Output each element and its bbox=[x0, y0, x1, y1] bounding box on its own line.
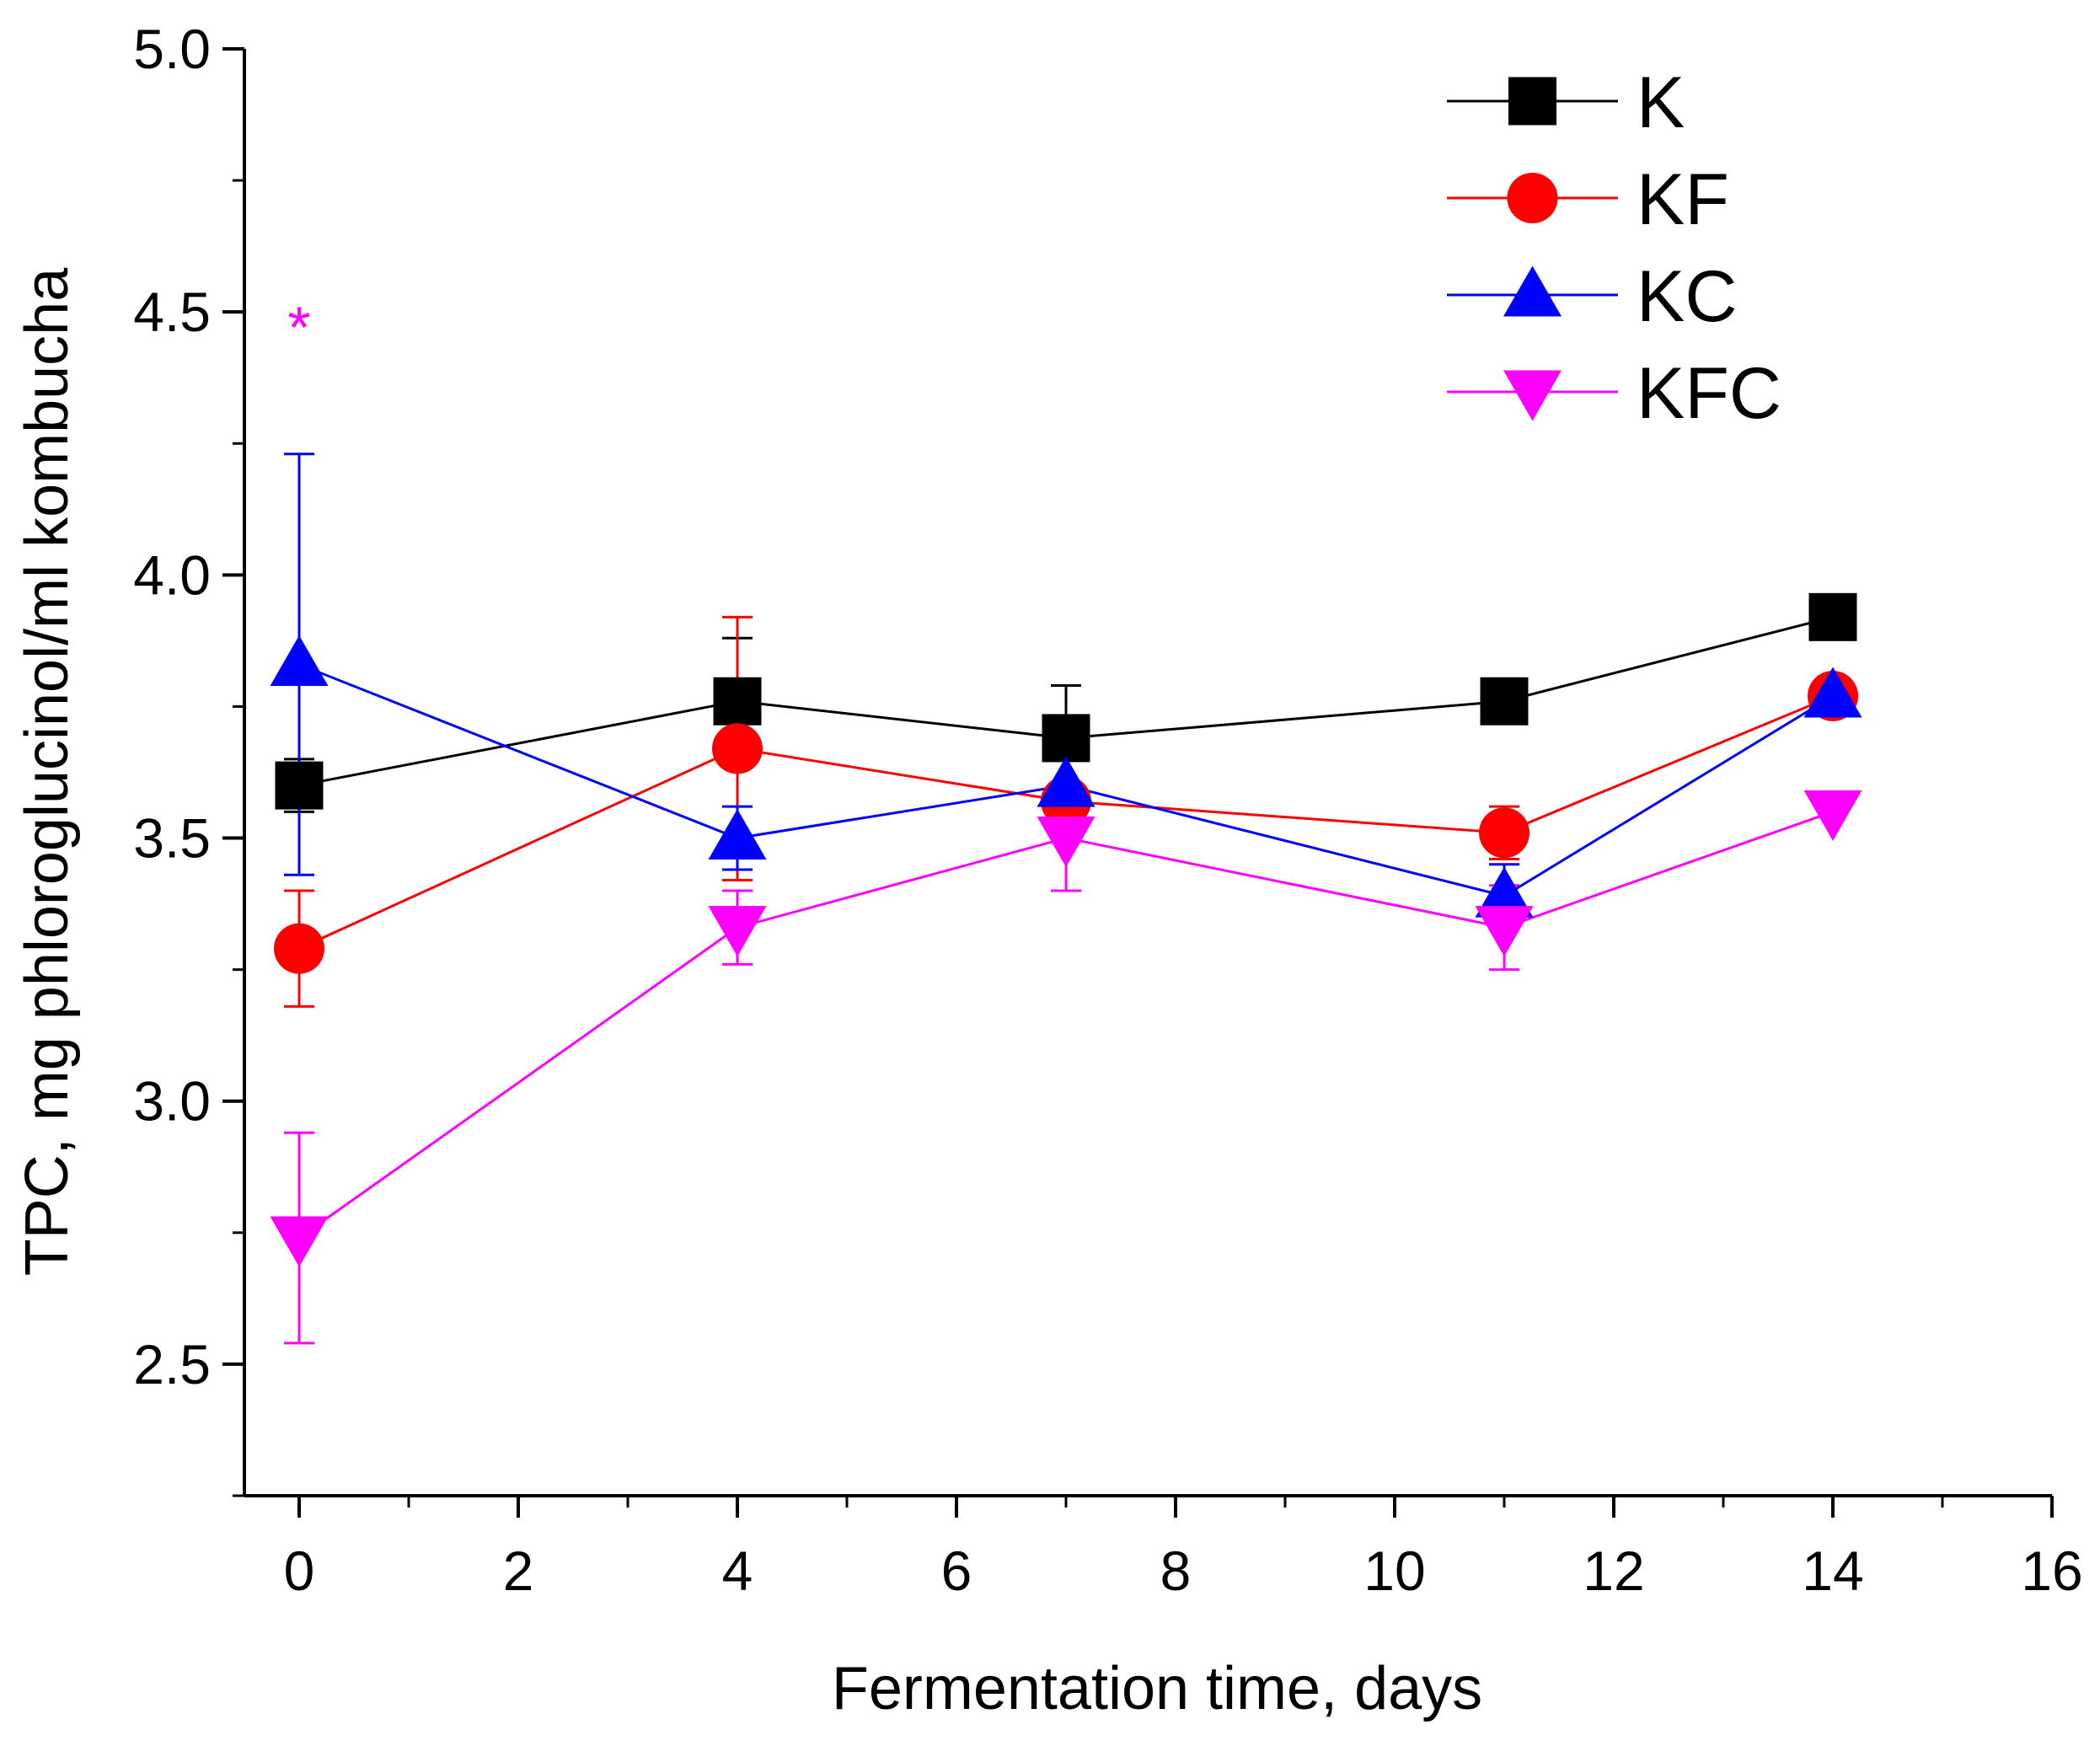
data-point-kc bbox=[708, 809, 767, 860]
data-point-k bbox=[1808, 592, 1857, 641]
data-point-kfc bbox=[708, 906, 767, 957]
annotations: * bbox=[287, 295, 310, 361]
data-point-k bbox=[1042, 714, 1090, 763]
legend-label-k: K bbox=[1637, 62, 1685, 143]
axes: 0 2 4 6 8 10 12 14 16 2.5 3.0 3.5 4.0 4.5 5.0 bbox=[133, 18, 2082, 1602]
legend-label-kf: KF bbox=[1637, 159, 1729, 240]
x-tick-label: 2 bbox=[503, 1540, 534, 1602]
data-point-k bbox=[713, 677, 762, 726]
legend-marker-k bbox=[1508, 77, 1556, 126]
y-tick-label: 4.0 bbox=[133, 544, 211, 606]
data-point-kf bbox=[712, 723, 763, 774]
x-tick-label: 6 bbox=[941, 1540, 972, 1602]
significance-asterisk: * bbox=[287, 295, 310, 361]
legend-marker-kfc bbox=[1503, 370, 1562, 421]
y-tick-label: 5.0 bbox=[133, 18, 211, 80]
data-point-k bbox=[1480, 677, 1529, 726]
y-tick-label: 2.5 bbox=[133, 1333, 211, 1395]
x-tick-label: 14 bbox=[1802, 1540, 1863, 1602]
data-point-kfc bbox=[270, 1216, 329, 1267]
data-point-kc bbox=[1037, 756, 1096, 807]
y-tick-label: 3.5 bbox=[133, 807, 211, 870]
x-tick-label: 12 bbox=[1583, 1540, 1644, 1602]
series-markers bbox=[270, 592, 1862, 1267]
data-point-kc bbox=[1475, 866, 1534, 918]
legend-label-kc: KC bbox=[1637, 256, 1737, 337]
legend-marker-kc bbox=[1503, 265, 1562, 317]
legend-marker-kf bbox=[1507, 173, 1558, 223]
y-tick-label: 4.5 bbox=[133, 281, 211, 343]
data-point-kf bbox=[1479, 807, 1529, 859]
legend: K KF KC KFC bbox=[1447, 62, 1781, 434]
x-axis-title: Fermentation time, days bbox=[832, 1655, 1482, 1722]
data-point-kfc bbox=[1803, 790, 1862, 841]
data-point-kc bbox=[270, 635, 329, 687]
error-bars bbox=[284, 453, 1848, 1345]
legend-label-kfc: KFC bbox=[1637, 353, 1781, 434]
data-point-kc bbox=[1803, 667, 1862, 718]
x-tick-label: 0 bbox=[284, 1540, 315, 1602]
x-tick-label: 16 bbox=[2021, 1540, 2082, 1602]
x-tick-label: 10 bbox=[1363, 1540, 1425, 1602]
y-axis-title: TPC, mg phloroglucinol/ml kombucha bbox=[13, 267, 81, 1276]
x-tick-label: 4 bbox=[722, 1540, 753, 1602]
x-tick-label: 8 bbox=[1160, 1540, 1192, 1602]
y-tick-label: 3.0 bbox=[133, 1070, 211, 1133]
data-point-k bbox=[275, 761, 324, 810]
data-point-kf bbox=[274, 923, 324, 974]
data-point-kfc bbox=[1475, 906, 1534, 957]
data-point-kfc bbox=[1037, 817, 1096, 868]
